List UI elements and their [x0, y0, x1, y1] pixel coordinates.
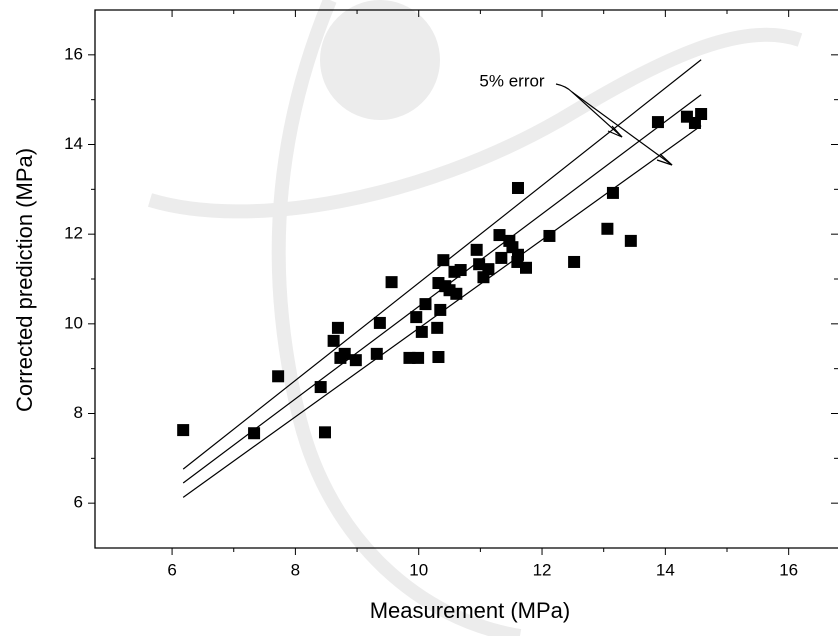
- y-tick-label: 14: [64, 134, 83, 153]
- y-tick-label: 10: [64, 313, 83, 332]
- point: [651, 116, 664, 129]
- point: [327, 334, 340, 347]
- y-tick-label: 8: [74, 403, 83, 422]
- point: [606, 186, 619, 199]
- point: [318, 426, 331, 439]
- y-tick-label: 6: [74, 493, 83, 512]
- point: [314, 381, 327, 394]
- point: [543, 229, 556, 242]
- point: [495, 251, 508, 264]
- y-tick-label: 12: [64, 224, 83, 243]
- point: [331, 321, 344, 334]
- point: [432, 351, 445, 364]
- x-tick-label: 10: [409, 560, 428, 579]
- watermark: [147, 0, 803, 636]
- point: [493, 229, 506, 242]
- point: [385, 276, 398, 289]
- y-axis-title: Corrected prediction (MPa): [12, 148, 37, 412]
- x-tick-label: 14: [656, 560, 675, 579]
- point: [410, 311, 423, 324]
- watermark-arc: [147, 27, 803, 219]
- point: [419, 298, 432, 311]
- arrow: [555, 83, 623, 138]
- point: [511, 181, 524, 194]
- arrow-head: [656, 153, 673, 166]
- point: [248, 427, 261, 440]
- x-tick-label: 16: [779, 560, 798, 579]
- x-tick-label: 12: [533, 560, 552, 579]
- point: [568, 255, 581, 268]
- annotation-arrows: [555, 83, 673, 166]
- point: [437, 254, 450, 267]
- x-tick-label: 6: [167, 560, 176, 579]
- point: [450, 287, 463, 300]
- point: [695, 108, 708, 121]
- point: [272, 370, 285, 383]
- point: [338, 347, 351, 360]
- point: [412, 351, 425, 364]
- arrow: [571, 91, 673, 166]
- point: [349, 354, 362, 367]
- point: [624, 234, 637, 247]
- annotation: 5% error: [479, 71, 545, 90]
- point: [601, 222, 614, 235]
- point: [470, 243, 483, 256]
- point: [454, 264, 467, 277]
- point: [415, 325, 428, 338]
- point: [511, 255, 524, 268]
- point: [373, 316, 386, 329]
- y-tick-label: 16: [64, 44, 83, 63]
- point: [511, 248, 524, 261]
- point: [482, 263, 495, 276]
- point: [370, 347, 383, 360]
- arrow-head: [607, 125, 623, 138]
- x-axis-title: Measurement (MPa): [370, 598, 571, 623]
- x-tick-label: 8: [291, 560, 300, 579]
- point: [520, 261, 533, 274]
- watermark-arc: [271, 0, 522, 636]
- point: [473, 258, 486, 271]
- point: [431, 321, 444, 334]
- point: [434, 303, 447, 316]
- point: [177, 424, 190, 437]
- watermark-dot: [320, 0, 440, 120]
- axis-frame: [94, 9, 838, 549]
